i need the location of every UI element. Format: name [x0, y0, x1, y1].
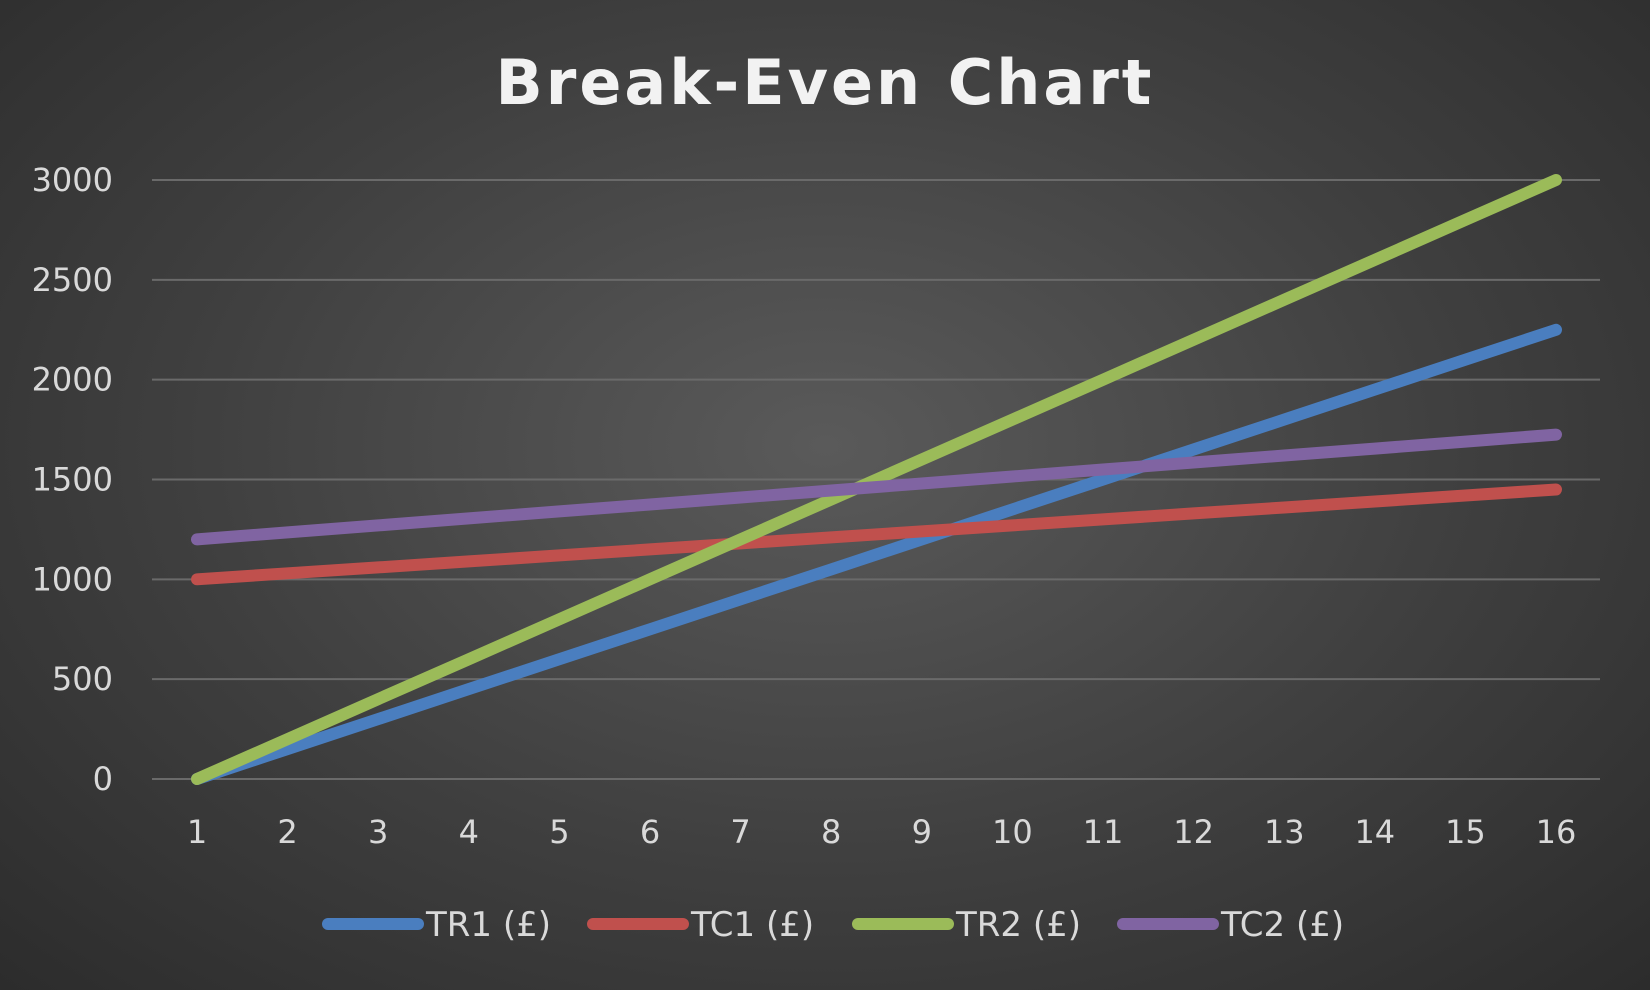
y-tick-label: 500: [52, 660, 113, 698]
legend-label-tr1: TR1 (£): [425, 905, 551, 945]
x-tick-label: 16: [1536, 813, 1577, 851]
x-tick-label: 8: [821, 813, 841, 851]
y-tick-label: 1500: [32, 461, 113, 499]
gridlines: [152, 179, 1600, 780]
x-tick-label: 15: [1445, 813, 1486, 851]
x-tick-label: 6: [640, 813, 660, 851]
x-tick-label: 10: [992, 813, 1033, 851]
y-tick-label: 1000: [32, 560, 113, 598]
x-tick-label: 9: [912, 813, 932, 851]
x-tick-label: 2: [277, 813, 297, 851]
series-line-tr1: [191, 323, 1562, 785]
x-tick-label: 1: [187, 813, 207, 851]
y-tick-label: 2000: [32, 361, 113, 399]
x-tick-label: 5: [549, 813, 569, 851]
y-tick-label: 2500: [32, 261, 113, 299]
x-tick-label: 12: [1173, 813, 1214, 851]
y-axis: 0 500 1000 1500 2000 2500 3000: [32, 161, 113, 798]
x-axis: 1 2 3 4 5 6 7 8 9 10 11 12 13 14 15 16: [187, 813, 1577, 851]
series-line-tc2: [191, 428, 1562, 546]
x-tick-label: 4: [459, 813, 479, 851]
x-tick-label: 14: [1354, 813, 1395, 851]
legend-label-tr2: TR2 (£): [955, 905, 1081, 945]
series-line-tc1: [191, 483, 1562, 586]
x-tick-label: 13: [1264, 813, 1305, 851]
legend: TR1 (£) TC1 (£) TR2 (£) TC2 (£): [322, 905, 1344, 945]
legend-label-tc2: TC2 (£): [1220, 905, 1344, 945]
legend-label-tc1: TC1 (£): [690, 905, 814, 945]
y-tick-label: 0: [93, 760, 113, 798]
y-tick-label: 3000: [32, 161, 113, 199]
x-tick-label: 3: [368, 813, 388, 851]
x-tick-label: 11: [1083, 813, 1124, 851]
plot-series: [191, 174, 1562, 785]
chart-title: Break-Even Chart: [496, 46, 1155, 119]
x-tick-label: 7: [730, 813, 750, 851]
series-line-tr2: [191, 174, 1562, 785]
